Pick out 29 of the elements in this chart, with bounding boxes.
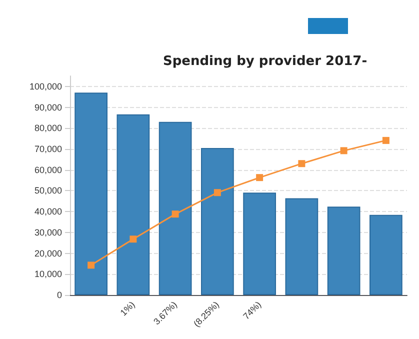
y-tick-label: 40,000 — [34, 206, 62, 217]
bar — [285, 198, 318, 295]
point — [172, 210, 179, 218]
y-tick-label: 30,000 — [34, 227, 62, 238]
point — [130, 236, 137, 243]
y-tick-label: 80,000 — [34, 123, 62, 134]
bar — [158, 122, 192, 295]
bar — [116, 114, 150, 295]
bar — [243, 192, 276, 295]
bar — [370, 214, 402, 295]
y-tick-label: 50,000 — [34, 186, 62, 196]
chart-title: Spending by provider 2017- — [163, 54, 368, 69]
point — [382, 136, 390, 144]
y-tick-label: 60,000 — [34, 164, 62, 175]
x-tick-label: 1%) — [118, 299, 137, 318]
y-tick-label: 10,000 — [34, 269, 62, 280]
point — [298, 160, 306, 168]
point — [214, 189, 221, 196]
bar — [201, 148, 234, 295]
point — [340, 147, 348, 154]
y-tick-label: 70,000 — [34, 144, 62, 154]
point — [88, 262, 95, 269]
y-tick-label: 20,000 — [34, 248, 62, 258]
bar — [74, 92, 108, 295]
bar — [327, 206, 360, 295]
y-tick-label: 90,000 — [34, 102, 62, 112]
y-tick-label: 0 — [56, 290, 62, 300]
y-tick-label: 100,000 — [29, 81, 62, 92]
point — [256, 174, 264, 182]
